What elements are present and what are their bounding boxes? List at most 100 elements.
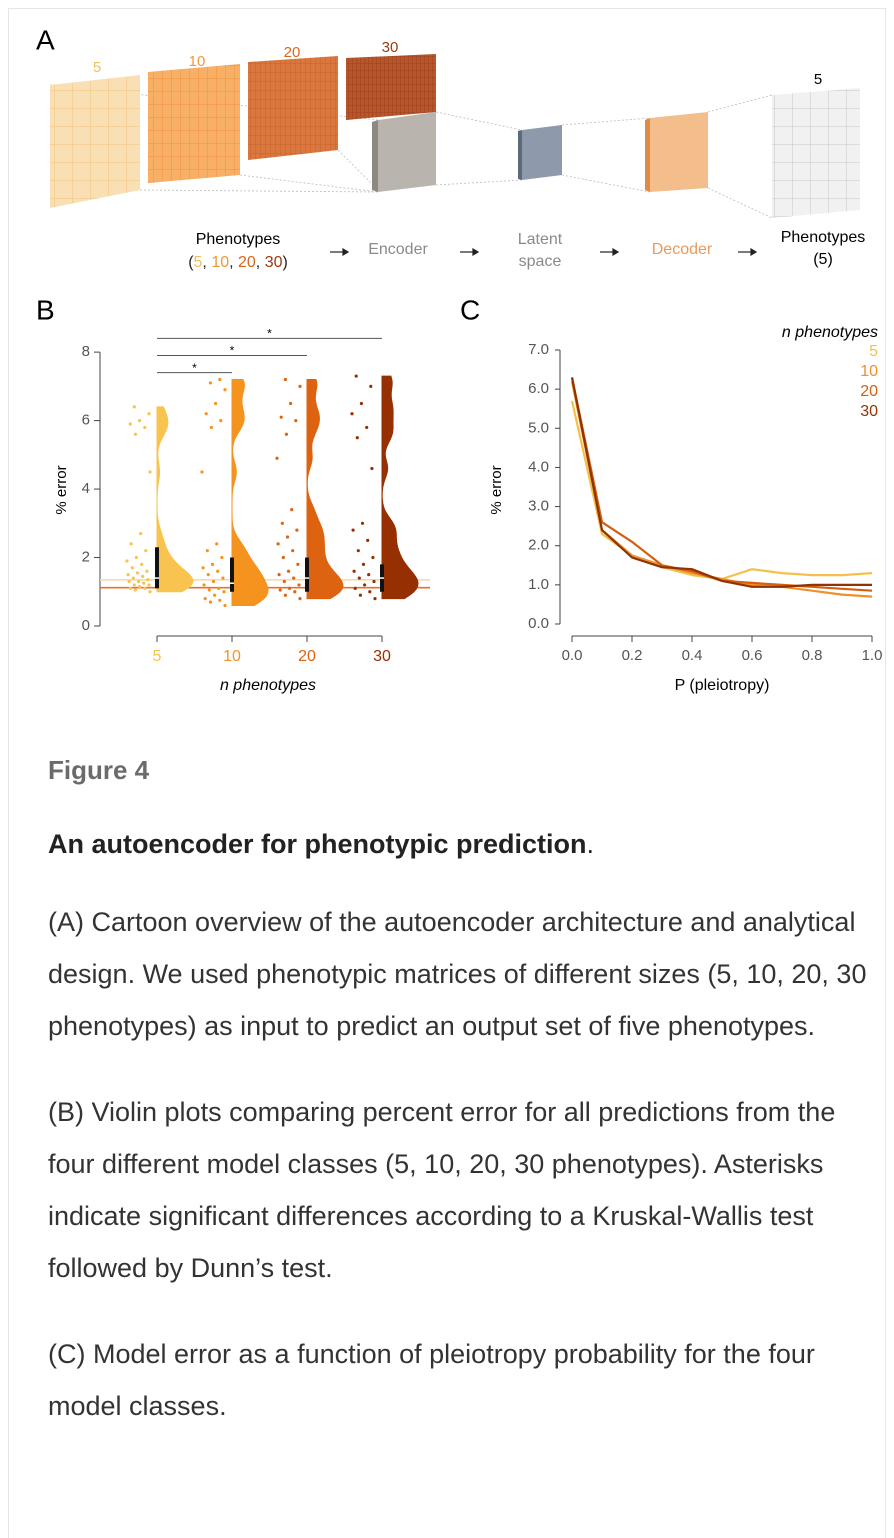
y-tick-label: 8 [82,343,90,360]
data-point [141,575,144,578]
y-tick-label: 6 [82,412,90,429]
x-tick-label: 10 [223,648,241,665]
x-tick-label: 30 [373,648,391,665]
size-part: , [256,254,265,271]
data-point [215,542,218,545]
data-point [287,570,290,573]
matrix-label: 5 [814,71,822,88]
data-point [365,426,368,429]
data-point [218,599,221,602]
data-point [350,412,353,415]
data-point [369,385,372,388]
caption-title-text: An autoencoder for phenotypic prediction [48,829,587,859]
y-tick-label: 4.0 [528,458,549,475]
data-point [205,412,208,415]
violin [307,380,343,599]
data-point [148,470,151,473]
data-point [362,563,365,566]
data-point [277,542,280,545]
flow-label: (5) [813,251,833,268]
x-tick-label: 0.0 [562,647,583,664]
data-point [354,587,357,590]
data-point [356,436,359,439]
flow-label: Phenotypes [781,229,866,246]
data-point [210,426,213,429]
data-point [218,378,221,381]
data-point [217,587,220,590]
figure: A 5 10 20 30 5 Phenotypes (5, 10, 20, 30… [0,0,894,720]
size-part: ) [282,254,287,271]
y-tick-label: 7.0 [528,341,549,358]
y-tick-label: 0.0 [528,615,549,632]
data-point [125,559,128,562]
data-point [129,587,132,590]
data-point [147,583,150,586]
series-line [572,377,872,586]
data-point [137,580,140,583]
data-point [145,570,148,573]
data-point [283,580,286,583]
series-line [572,401,872,579]
flow-label: Encoder [368,241,428,258]
y-tick-label: 3.0 [528,498,549,515]
data-point [292,576,295,579]
flow-label: Decoder [652,241,713,258]
x-tick-label: 0.8 [802,647,823,664]
size-part: 30 [265,254,283,271]
series-line [572,381,872,596]
legend-title: n phenotypes [782,324,878,341]
data-point [275,457,278,460]
data-point [373,597,376,600]
size-part: , [202,254,211,271]
data-point [209,600,212,603]
data-point [291,549,294,552]
data-point [284,378,287,381]
data-point [284,594,287,597]
significance-label: * [267,327,272,341]
panel-label: B [36,294,55,325]
size-part: 20 [238,254,256,271]
matrix [248,56,338,160]
data-point [279,588,282,591]
data-point [135,556,138,559]
size-part: 10 [211,254,229,271]
box [305,558,309,592]
legend-entry: 5 [869,343,878,360]
data-point [133,583,136,586]
latent-block-side [518,130,522,180]
data-point [371,556,374,559]
significance-label: * [230,344,235,358]
encoder-block-side [372,120,378,192]
panel-label: A [36,24,55,55]
data-point [129,422,132,425]
box [230,558,234,592]
y-tick-label: 5.0 [528,419,549,436]
x-axis-label: n phenotypes [220,677,316,694]
data-point [366,539,369,542]
data-point [146,578,149,581]
data-point [367,573,370,576]
data-point [200,470,203,473]
data-point [131,566,134,569]
y-axis-label: % error [53,465,70,514]
x-tick-label: 0.4 [682,647,703,664]
data-point [352,529,355,532]
matrix-label: 20 [284,44,301,61]
data-point [282,556,285,559]
encoder-block [378,112,436,192]
data-point [281,522,284,525]
figure-label: Figure 4 [48,748,878,792]
data-point [138,585,141,588]
significance-label: * [192,361,197,375]
matrix-label: 30 [382,39,399,56]
data-point [208,588,211,591]
violin [157,407,193,592]
size-part: 5 [194,254,203,271]
legend-entry: 10 [860,363,878,380]
data-point [289,402,292,405]
data-point [361,522,364,525]
flow-label: Phenotypes [196,231,281,248]
data-point [206,549,209,552]
